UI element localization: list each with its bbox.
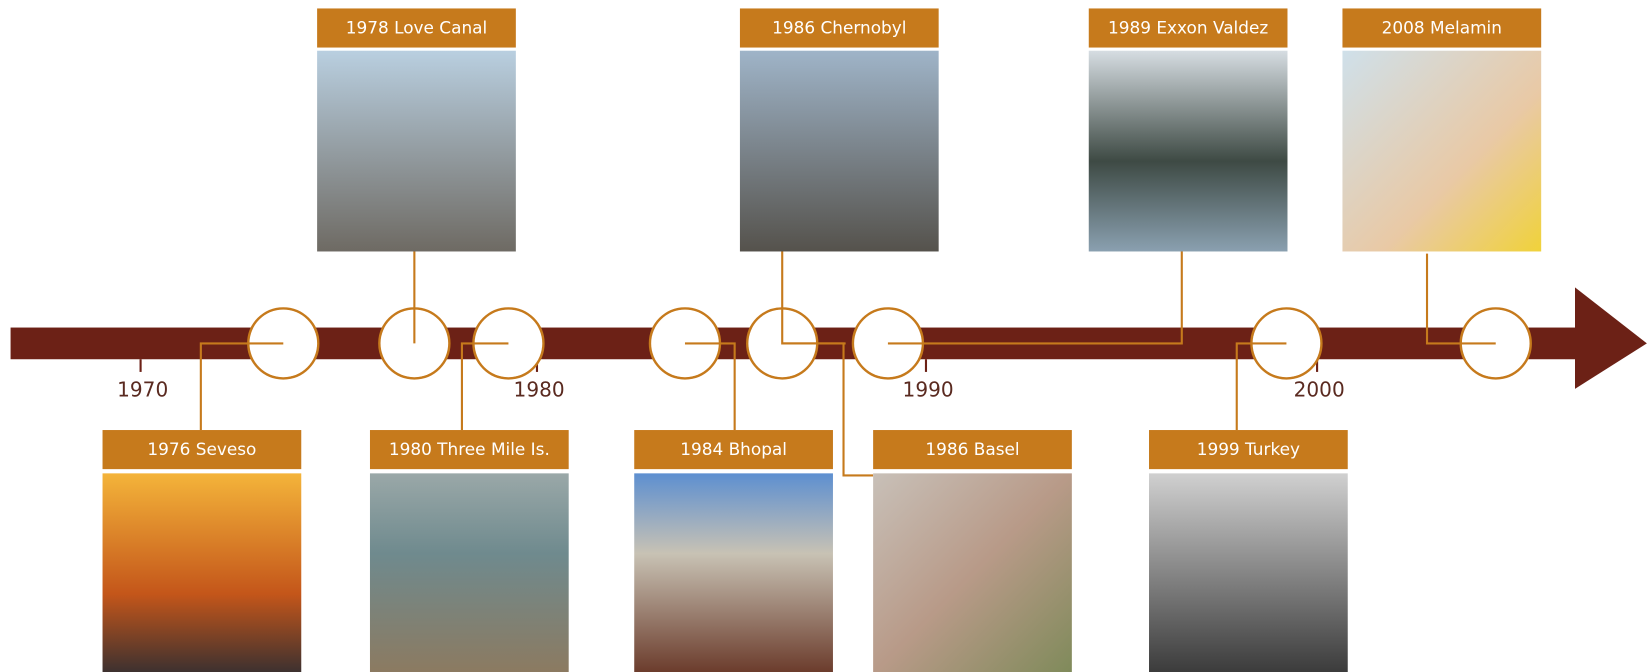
event-label: 1978 Love Canal [346, 18, 487, 38]
event-photo [740, 51, 939, 252]
event-photo [1089, 51, 1288, 252]
event-label: 1986 Chernobyl [772, 18, 906, 38]
event-label: 1976 Seveso [147, 439, 256, 459]
timeline-arrowhead [1575, 287, 1647, 388]
event-label: 1986 Basel [925, 439, 1019, 459]
event-label: 1984 Bhopal [680, 439, 787, 459]
event-photo [103, 473, 302, 672]
event-label: 1999 Turkey [1197, 439, 1300, 459]
event-photo [873, 473, 1072, 672]
event-photo [1342, 51, 1541, 252]
axis-label: 1990 [903, 377, 954, 401]
axis-label: 1980 [514, 377, 565, 401]
event-photo [317, 51, 516, 252]
event-label: 1980 Three Mile Is. [389, 439, 550, 459]
timeline: 1970 1980 1990 2000 1978 Love Canal 1986 Cher… [0, 0, 1649, 672]
event-label: 2008 Melamin [1382, 18, 1502, 38]
axis-label: 1970 [117, 377, 168, 401]
event-label: 1989 Exxon Valdez [1108, 18, 1268, 38]
event-photo [634, 473, 833, 672]
axis-label: 2000 [1294, 377, 1345, 401]
event-photo [1149, 473, 1348, 672]
event-photo [370, 473, 569, 672]
page: 1970 1980 1990 2000 1978 Love Canal 1986 Cher… [0, 0, 1649, 672]
